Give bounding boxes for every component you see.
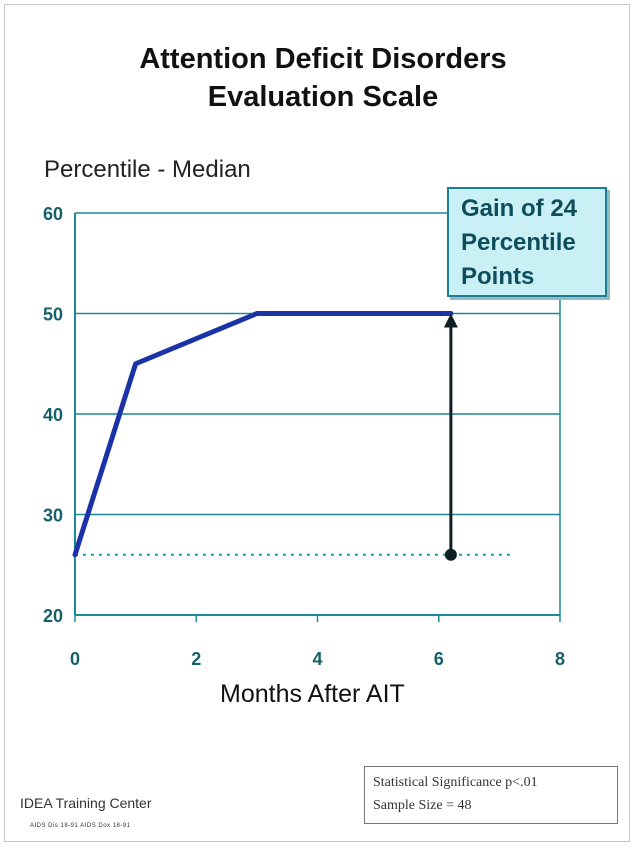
x-tick-label-8: 8 xyxy=(555,649,565,669)
chart-title: Attention Deficit Disorders Evaluation S… xyxy=(0,40,638,116)
x-axis-label: Months After AIT xyxy=(220,680,405,708)
significance-text: Statistical Significance p<.01 xyxy=(373,775,538,790)
callout-line-3: Points xyxy=(461,263,535,290)
x-tick-label-6: 6 xyxy=(434,649,444,669)
x-tick-label-0: 0 xyxy=(70,649,80,669)
y-tick-label-30: 30 xyxy=(43,506,63,526)
y-tick-label-50: 50 xyxy=(43,305,63,325)
sample-size-text: Sample Size = 48 xyxy=(373,798,472,813)
chart-title-line2: Evaluation Scale xyxy=(207,81,439,113)
x-tick-label-2: 2 xyxy=(191,649,201,669)
series-line-0 xyxy=(72,311,454,558)
statistics-box: Statistical Significance p<.01 Sample Si… xyxy=(364,766,618,824)
chart-title-line1: Attention Deficit Disorders xyxy=(139,43,507,75)
slide-frame xyxy=(4,4,630,842)
x-tick-label-4: 4 xyxy=(312,649,322,669)
callout-line-2: Percentile xyxy=(461,229,576,256)
footer-organization: IDEA Training Center xyxy=(20,795,152,811)
callout-line-1: Gain of 24 xyxy=(461,195,578,222)
y-tick-label-60: 60 xyxy=(43,204,63,224)
y-tick-label-20: 20 xyxy=(43,606,63,626)
gain-callout: Gain of 24 Percentile Points xyxy=(447,187,607,297)
footer-fine-print: AIDS Dis 18-91 AIDS Dox 18-91 xyxy=(30,823,131,829)
y-tick-label-40: 40 xyxy=(43,405,63,425)
gain-arrow-head xyxy=(443,313,458,328)
y-axis-label: Percentile - Median xyxy=(44,156,251,183)
gain-arrow-start-dot xyxy=(444,548,457,561)
